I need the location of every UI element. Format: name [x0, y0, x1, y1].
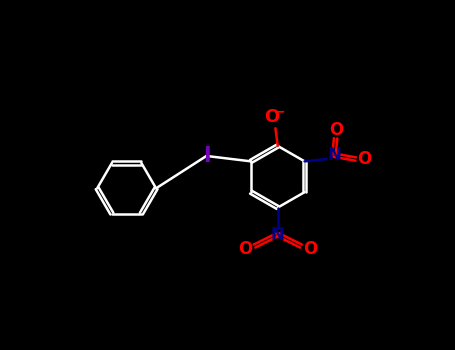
Text: O: O: [329, 121, 344, 139]
Text: O: O: [238, 240, 253, 258]
Text: −: −: [273, 104, 285, 118]
Text: N: N: [271, 225, 285, 244]
Text: O: O: [264, 108, 279, 126]
Text: O: O: [357, 150, 371, 168]
Text: O: O: [303, 240, 318, 258]
Text: N: N: [327, 146, 341, 164]
Text: I: I: [202, 146, 210, 166]
